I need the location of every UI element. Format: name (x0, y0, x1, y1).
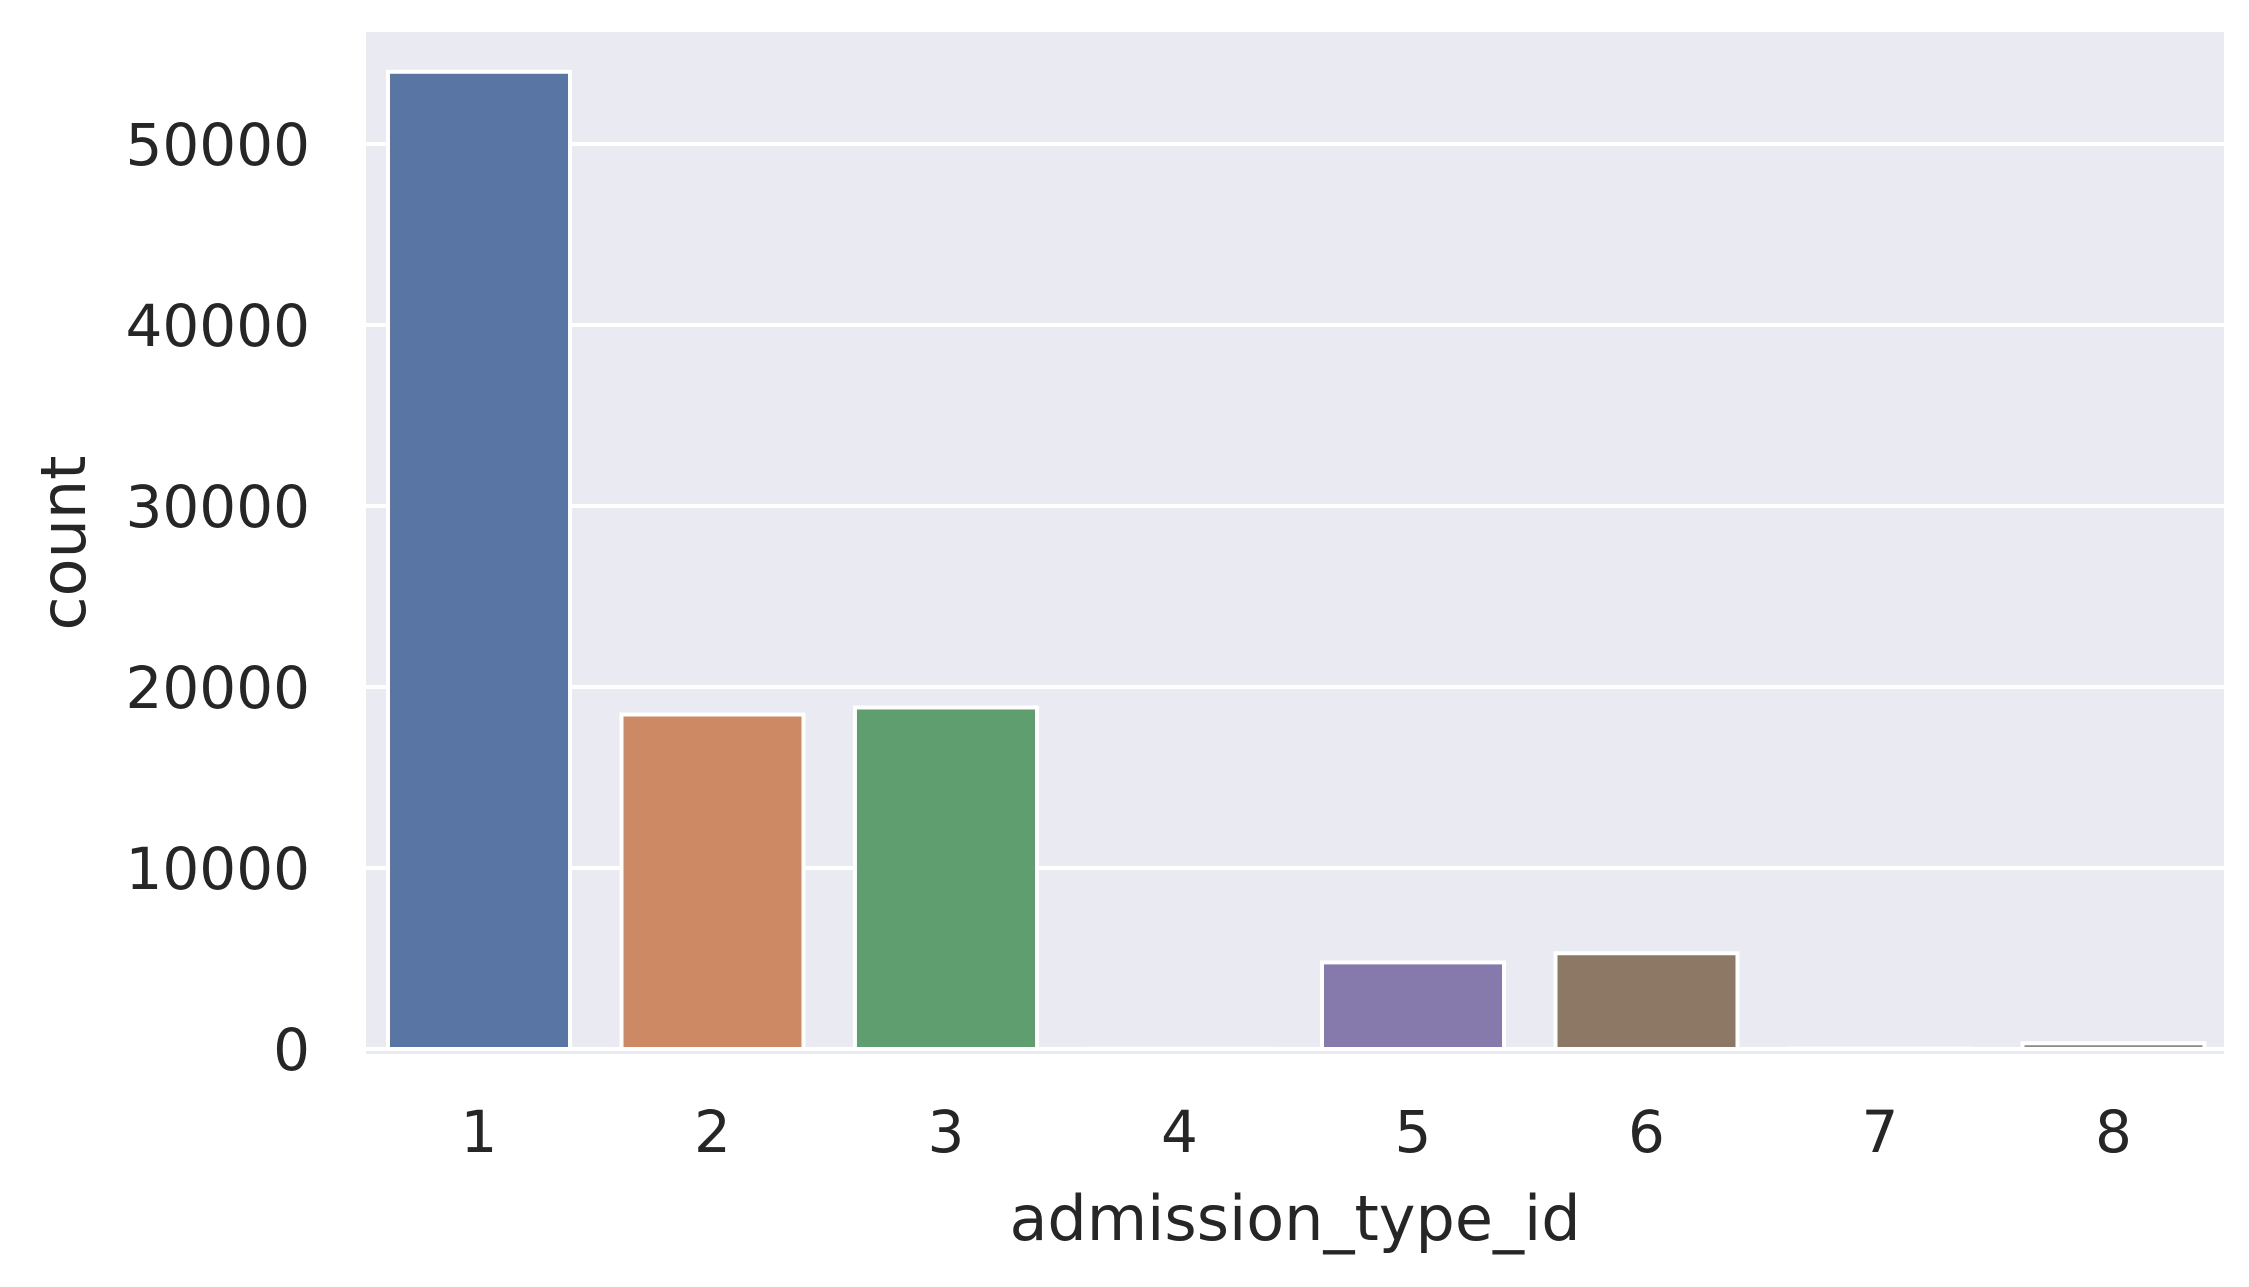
bar-6 (1556, 953, 1738, 1049)
y-tick-labels: 0 10000 20000 30000 40000 50000 (125, 111, 310, 1084)
bar-3 (855, 707, 1037, 1049)
y-axis-label: count (27, 456, 100, 631)
y-tick-label-4: 40000 (125, 292, 310, 360)
y-tick-label-3: 30000 (125, 473, 310, 541)
x-tick-label-4: 4 (1161, 1098, 1198, 1166)
bar-1 (388, 72, 570, 1049)
x-tick-label-6: 6 (1628, 1098, 1665, 1166)
y-tick-label-0: 0 (273, 1016, 310, 1084)
x-tick-label-2: 2 (694, 1098, 731, 1166)
x-tick-label-5: 5 (1395, 1098, 1432, 1166)
x-tick-label-7: 7 (1862, 1098, 1899, 1166)
bar-2 (622, 715, 804, 1049)
x-axis-label: admission_type_id (1009, 1182, 1580, 1255)
x-tick-label-8: 8 (2095, 1098, 2132, 1166)
bar-8 (2023, 1043, 2205, 1049)
x-tick-labels: 1 2 3 4 5 6 7 8 (461, 1098, 2132, 1166)
x-tick-label-1: 1 (461, 1098, 498, 1166)
y-tick-label-2: 20000 (125, 654, 310, 722)
y-tick-label-5: 50000 (125, 111, 310, 179)
x-tick-label-3: 3 (928, 1098, 965, 1166)
y-tick-label-1: 10000 (125, 835, 310, 903)
bar-5 (1322, 962, 1504, 1049)
